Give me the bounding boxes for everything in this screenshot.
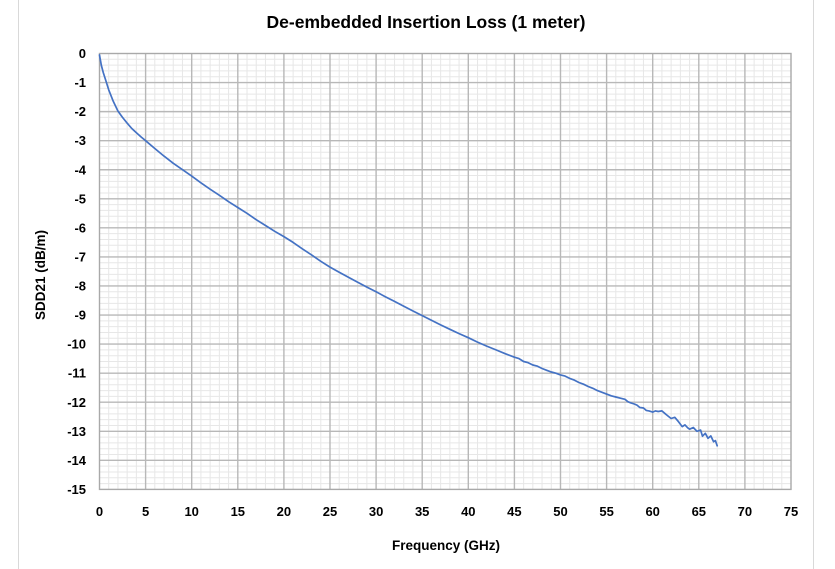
y-tick-label: -11 bbox=[68, 366, 86, 381]
y-tick-label: -2 bbox=[74, 104, 86, 119]
y-tick-label: -3 bbox=[74, 133, 86, 148]
x-tick-label: 40 bbox=[461, 504, 475, 519]
y-tick-label: 0 bbox=[79, 46, 86, 61]
y-tick-label: -15 bbox=[67, 482, 86, 497]
y-tick-label: -7 bbox=[74, 249, 86, 264]
y-tick-label: -9 bbox=[74, 308, 86, 323]
x-tick-label: 50 bbox=[553, 504, 567, 519]
y-axis-tick-labels: 0 -1 -2 -3 -4 -5 -6 -7 -8 -9 -10 -11 -12 -13 -14 -15 bbox=[67, 46, 87, 497]
y-tick-label: -4 bbox=[74, 162, 86, 177]
y-tick-label: -13 bbox=[67, 424, 86, 439]
gridlines-major bbox=[99, 53, 791, 490]
gridlines-minor bbox=[99, 53, 791, 490]
x-tick-label: 30 bbox=[369, 504, 383, 519]
x-tick-label: 60 bbox=[645, 504, 659, 519]
x-tick-label: 20 bbox=[277, 504, 291, 519]
y-tick-label: -14 bbox=[67, 453, 87, 468]
x-tick-label: 75 bbox=[784, 504, 798, 519]
y-tick-label: -12 bbox=[67, 395, 86, 410]
x-tick-label: 65 bbox=[692, 504, 706, 519]
plot-area-border bbox=[98, 52, 792, 491]
y-tick-label: -1 bbox=[74, 75, 86, 90]
x-axis-title: Frequency (GHz) bbox=[392, 538, 500, 553]
series-group bbox=[98, 54, 719, 447]
x-tick-label: 45 bbox=[507, 504, 521, 519]
x-tick-label: 5 bbox=[142, 504, 149, 519]
chart-title: De-embedded Insertion Loss (1 meter) bbox=[267, 12, 586, 32]
x-tick-label: 70 bbox=[738, 504, 752, 519]
y-tick-label: -10 bbox=[67, 337, 86, 352]
x-tick-label: 55 bbox=[599, 504, 613, 519]
x-tick-label: 25 bbox=[323, 504, 337, 519]
x-tick-label: 0 bbox=[96, 504, 103, 519]
y-tick-label: -6 bbox=[74, 220, 86, 235]
y-tick-label: -8 bbox=[74, 279, 86, 294]
y-tick-label: -5 bbox=[74, 191, 86, 206]
x-tick-label: 10 bbox=[184, 504, 198, 519]
x-tick-label: 15 bbox=[231, 504, 245, 519]
x-tick-label: 35 bbox=[415, 504, 429, 519]
y-axis-title: SDD21 (dB/m) bbox=[33, 230, 48, 320]
x-axis-tick-labels: 0 5 10 15 20 25 30 35 40 45 50 55 60 65 70 75 bbox=[96, 504, 798, 519]
series-line-sdd21 bbox=[98, 54, 719, 447]
